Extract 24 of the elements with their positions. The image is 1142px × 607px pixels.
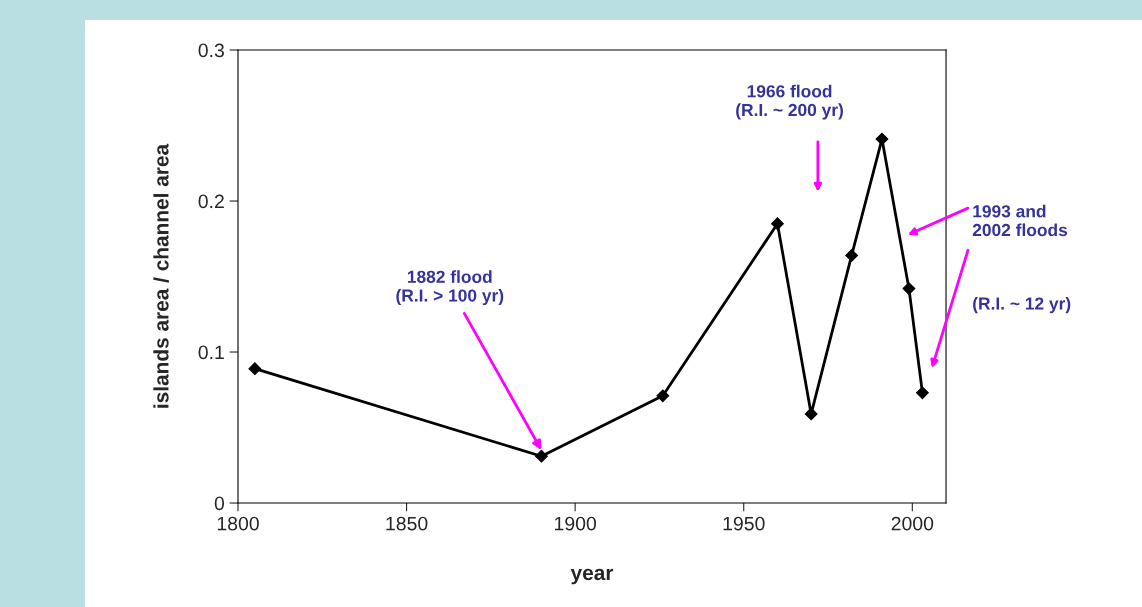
x-tick-label: 1800 <box>217 516 259 531</box>
y-axis-title: islands area / channel area <box>153 143 169 408</box>
y-tick-label: 0 <box>214 496 225 511</box>
y-tick-label: 0.3 <box>198 43 224 58</box>
point <box>535 449 548 463</box>
x-tick-label: 1850 <box>386 516 428 531</box>
y-tick-label: 0.1 <box>198 345 224 360</box>
x-axis-title: year <box>570 568 614 585</box>
x-tick-label: 1900 <box>555 516 597 531</box>
point <box>902 282 916 296</box>
point <box>248 362 262 376</box>
point <box>771 217 784 231</box>
point <box>845 248 859 262</box>
annotation: 1966 flood (R.I. ~ 200 yr) <box>736 84 843 120</box>
annotation: 1882 flood (R.I. > 100 yr) <box>396 270 504 306</box>
x-tick-label: 1950 <box>723 516 765 531</box>
point <box>656 389 670 403</box>
point <box>875 132 889 146</box>
y-tick-label: 0.2 <box>198 194 224 209</box>
point <box>916 386 929 400</box>
x-tick-label: 2000 <box>891 516 934 531</box>
text: 1993 and 2002 floods <box>972 204 1068 237</box>
text: (R.I. ~ 12 yr) <box>973 296 1071 314</box>
point <box>804 407 818 421</box>
